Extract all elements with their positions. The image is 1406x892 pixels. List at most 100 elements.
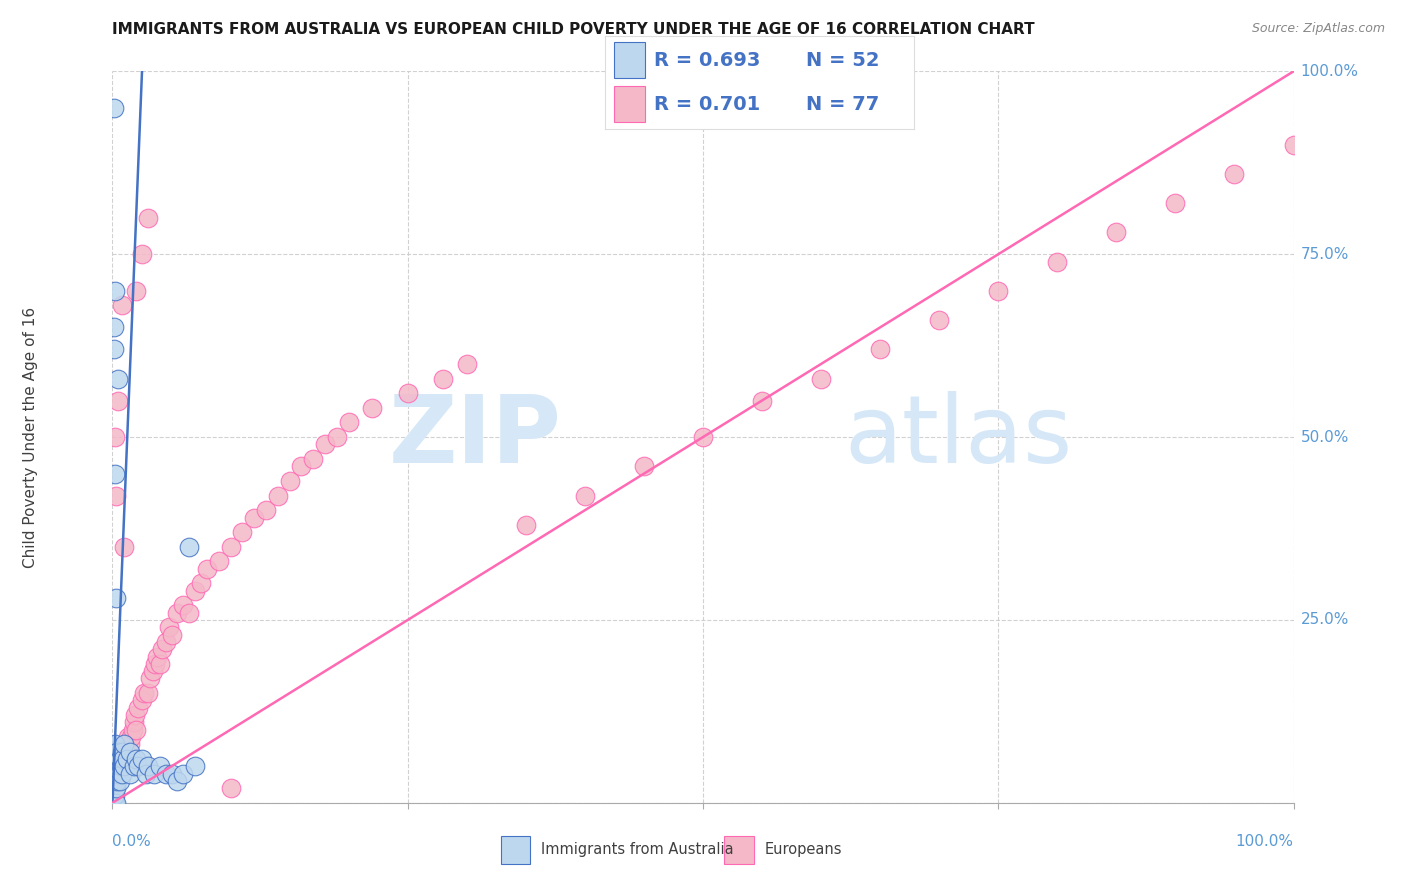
Point: [136, 686, 159, 700]
Point: [103, 752, 125, 766]
Point: [103, 781, 125, 796]
Bar: [614, 87, 645, 122]
Point: [112, 759, 135, 773]
Point: [105, 591, 128, 605]
Point: [208, 554, 231, 568]
Text: N = 77: N = 77: [806, 95, 879, 113]
Point: [105, 766, 128, 780]
Point: [131, 693, 153, 707]
Point: [112, 752, 135, 766]
Point: [157, 620, 180, 634]
Text: Source: ZipAtlas.com: Source: ZipAtlas.com: [1251, 22, 1385, 36]
Point: [111, 298, 134, 312]
Point: [267, 489, 290, 503]
Point: [179, 540, 201, 554]
Point: [131, 752, 153, 766]
Text: atlas: atlas: [845, 391, 1073, 483]
Point: [184, 759, 207, 773]
Point: [125, 723, 148, 737]
Point: [108, 759, 131, 773]
Point: [112, 540, 135, 554]
Point: [103, 101, 125, 115]
Point: [302, 452, 325, 467]
Point: [125, 284, 148, 298]
Point: [104, 737, 127, 751]
Point: [142, 766, 165, 780]
Point: [149, 657, 172, 671]
Point: [112, 745, 135, 759]
Point: [120, 737, 142, 751]
Bar: [614, 42, 645, 78]
Point: [219, 540, 242, 554]
Point: [105, 773, 128, 788]
Point: [314, 437, 336, 451]
Point: [135, 766, 157, 780]
Point: [172, 766, 194, 780]
Point: [515, 517, 537, 532]
Point: [869, 343, 891, 357]
Point: [184, 583, 207, 598]
Point: [107, 766, 129, 780]
Point: [110, 752, 132, 766]
Point: [125, 752, 148, 766]
Text: 50.0%: 50.0%: [1301, 430, 1348, 444]
Point: [290, 459, 312, 474]
Point: [172, 599, 194, 613]
Point: [103, 789, 125, 803]
Point: [105, 796, 128, 810]
Point: [110, 759, 132, 773]
Point: [179, 606, 201, 620]
Point: [136, 759, 159, 773]
Point: [127, 700, 149, 714]
Point: [810, 371, 832, 385]
Point: [1223, 167, 1246, 181]
Bar: [501, 836, 530, 863]
Point: [155, 766, 177, 780]
Text: 100.0%: 100.0%: [1236, 834, 1294, 849]
Point: [326, 430, 349, 444]
Point: [103, 745, 125, 759]
Point: [103, 343, 125, 357]
Point: [122, 759, 145, 773]
Point: [1046, 254, 1069, 268]
Point: [122, 715, 145, 730]
Point: [103, 766, 125, 780]
Point: [574, 489, 596, 503]
Point: [633, 459, 655, 474]
Point: [1105, 225, 1128, 239]
Point: [103, 759, 125, 773]
Point: [117, 730, 139, 744]
Point: [114, 737, 136, 751]
Point: [115, 752, 138, 766]
Point: [103, 773, 125, 788]
Point: [231, 525, 253, 540]
Point: [751, 393, 773, 408]
Point: [104, 781, 127, 796]
Point: [1282, 137, 1305, 152]
Point: [103, 320, 125, 334]
Point: [104, 796, 127, 810]
Text: 75.0%: 75.0%: [1301, 247, 1348, 261]
Point: [134, 686, 156, 700]
Point: [104, 752, 127, 766]
Point: [104, 467, 127, 481]
Text: 0.0%: 0.0%: [112, 834, 152, 849]
Point: [278, 474, 301, 488]
Point: [107, 393, 129, 408]
Text: Immigrants from Australia: Immigrants from Australia: [540, 842, 734, 857]
Text: R = 0.701: R = 0.701: [654, 95, 761, 113]
Text: ZIP: ZIP: [388, 391, 561, 483]
Point: [928, 313, 950, 327]
Point: [104, 789, 127, 803]
Point: [112, 737, 135, 751]
Point: [107, 371, 129, 385]
Point: [190, 576, 212, 591]
Point: [105, 745, 128, 759]
Bar: [724, 836, 754, 863]
Text: Child Poverty Under the Age of 16: Child Poverty Under the Age of 16: [24, 307, 38, 567]
Point: [111, 766, 134, 780]
Point: [456, 357, 478, 371]
Point: [103, 796, 125, 810]
Point: [104, 773, 127, 788]
Point: [105, 489, 128, 503]
